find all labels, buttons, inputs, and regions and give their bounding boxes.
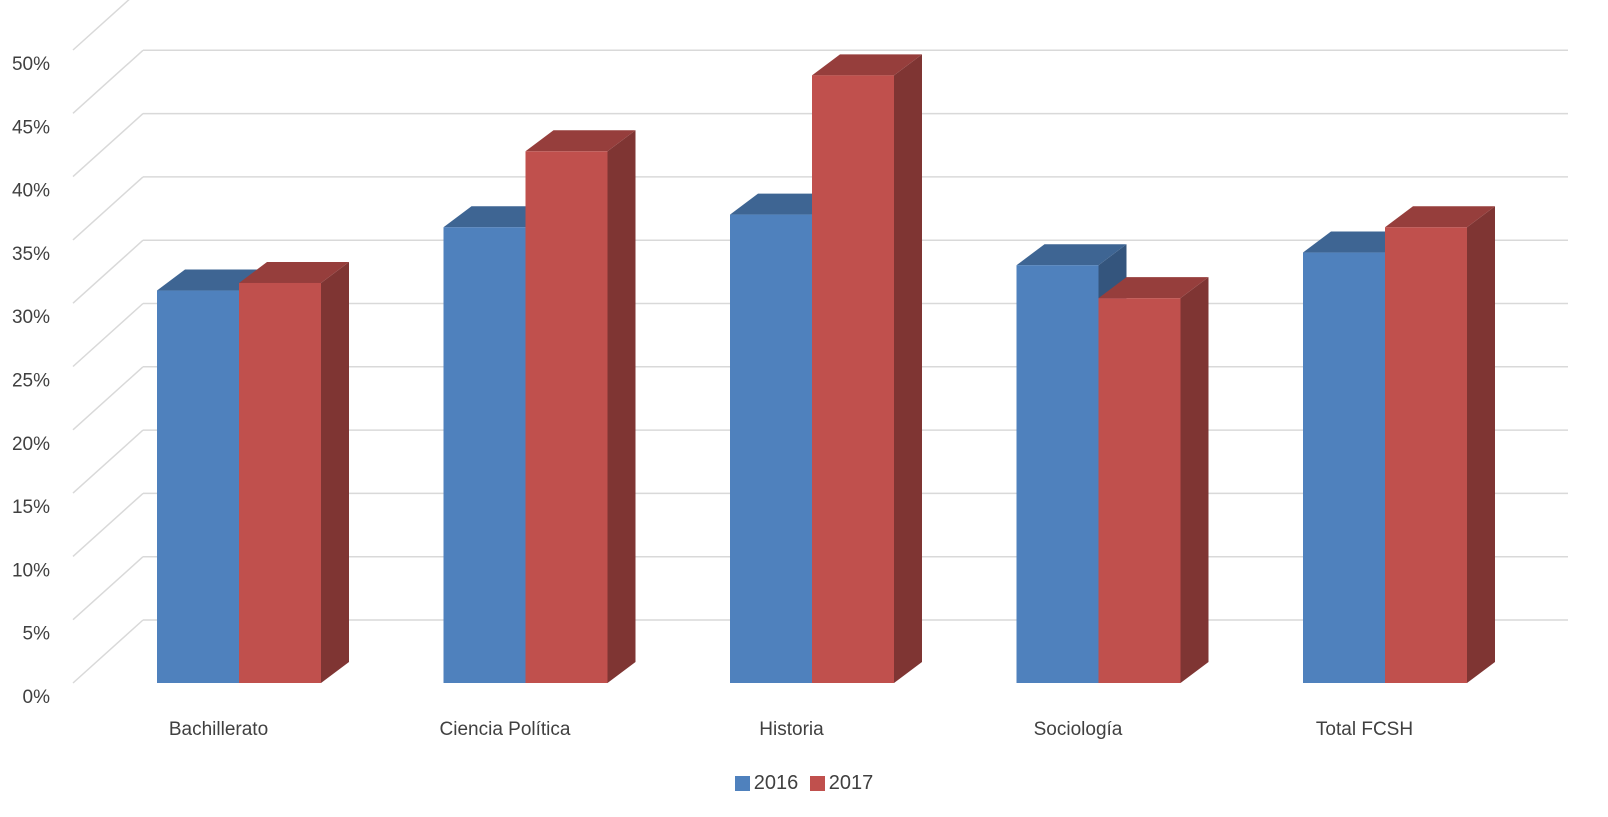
- bar-top: [1098, 277, 1209, 299]
- y-tick-label: 35%: [12, 244, 50, 265]
- legend-swatch-2016: [734, 776, 750, 791]
- y-tick-label: 40%: [12, 181, 50, 202]
- bar: [812, 75, 894, 683]
- y-tick-label: 25%: [12, 371, 50, 392]
- bar: [1098, 298, 1181, 683]
- bar-top: [1016, 244, 1127, 266]
- bar-side: [321, 261, 349, 683]
- bar: [1385, 227, 1467, 684]
- bar: [443, 227, 526, 684]
- bar: [730, 214, 812, 683]
- gridline-diagonal: [72, 176, 144, 241]
- y-tick-label: 0%: [23, 687, 51, 708]
- y-tick-label: 20%: [12, 434, 50, 455]
- gridline-diagonal: [72, 556, 144, 621]
- y-tick-label: 15%: [12, 497, 50, 518]
- bars: [157, 54, 1495, 684]
- gridline-diagonal: [72, 49, 144, 114]
- legend-item-2017[interactable]: 2017: [809, 772, 874, 795]
- y-axis-tick-labels: 0% 5% 10% 15% 20% 25% 30% 35% 40% 45% 50%: [12, 54, 50, 708]
- legend-label-2016: 2016: [753, 772, 799, 794]
- bar: [239, 282, 321, 683]
- bar-side: [894, 54, 922, 683]
- bar-group: [443, 130, 636, 684]
- x-tick-label: Total FCSH: [1316, 719, 1413, 740]
- legend: 2016 2017: [0, 772, 1608, 797]
- legend-item-2016[interactable]: 2016: [734, 772, 799, 795]
- bar-top: [525, 130, 636, 152]
- x-axis-category-labels: Bachillerato Ciencia Política Historia Soci…: [169, 719, 1413, 740]
- gridline-diagonal: [72, 0, 130, 51]
- bar: [1303, 252, 1385, 683]
- bar-top: [1385, 206, 1495, 228]
- gridline-diagonal: [72, 113, 144, 178]
- bar: [525, 151, 608, 683]
- gridline-diagonal: [72, 429, 144, 494]
- x-tick-label: Sociología: [1034, 719, 1123, 740]
- bar-side: [607, 130, 636, 683]
- y-tick-label: 5%: [23, 624, 51, 645]
- bar: [157, 290, 239, 683]
- bar-top: [239, 261, 349, 283]
- y-tick-label: 30%: [12, 307, 50, 328]
- bar-group: [1303, 206, 1495, 684]
- y-tick-label: 45%: [12, 117, 50, 138]
- bar-side: [1180, 277, 1209, 683]
- y-tick-label: 10%: [12, 560, 50, 581]
- gridline-diagonal: [72, 366, 144, 431]
- gridline-diagonal: [72, 239, 144, 304]
- gridline-diagonal: [72, 619, 144, 684]
- bar-top: [812, 54, 922, 76]
- bar-group: [730, 54, 922, 683]
- legend-label-2017: 2017: [828, 772, 874, 794]
- gridline-diagonal: [72, 302, 144, 368]
- x-tick-label: Historia: [759, 719, 824, 740]
- y-tick-label: 50%: [12, 54, 50, 75]
- legend-swatch-2017: [809, 776, 825, 791]
- bar-side: [1467, 206, 1495, 684]
- bar-group: [157, 261, 349, 683]
- gridline-diagonal: [72, 492, 144, 557]
- bar: [1016, 265, 1099, 683]
- x-tick-label: Ciencia Política: [440, 719, 571, 740]
- x-tick-label: Bachillerato: [169, 719, 268, 740]
- bar-group: [1016, 244, 1209, 683]
